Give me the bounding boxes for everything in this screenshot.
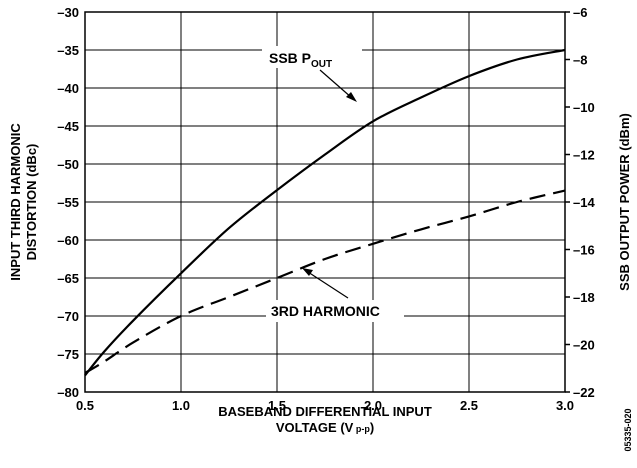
x-axis-label-line2: VOLTAGE (V p-p) bbox=[276, 420, 374, 435]
right-tick-label: –8 bbox=[573, 53, 587, 68]
left-tick-label: –40 bbox=[57, 81, 79, 96]
x-tick-label: 0.5 bbox=[76, 398, 94, 413]
x-tick-label: 1.0 bbox=[172, 398, 190, 413]
figure-id: 05335-020 bbox=[623, 408, 633, 451]
right-tick-label: –14 bbox=[573, 195, 595, 210]
harmonic-leader bbox=[307, 271, 349, 299]
harmonic-label: 3RD HARMONIC bbox=[271, 303, 380, 319]
axis-ticks bbox=[565, 11, 570, 393]
ssb-label-background bbox=[262, 46, 362, 68]
x-tick-label: 2.5 bbox=[460, 398, 478, 413]
plot-frame bbox=[84, 11, 566, 393]
ssb-pout-leader bbox=[319, 69, 353, 99]
x-tick-label: 2.0 bbox=[364, 398, 382, 413]
ssb-pout-label: SSB POUT bbox=[269, 50, 332, 70]
left-axis-label-line1: INPUT THIRD HARMONIC bbox=[8, 123, 23, 281]
x-axis-label-subscript: p-p bbox=[353, 424, 370, 434]
harmonic-label-background bbox=[266, 300, 404, 322]
series-lines bbox=[84, 48, 566, 377]
left-tick-label: –60 bbox=[57, 233, 79, 248]
third-harmonic-line bbox=[84, 189, 566, 374]
left-axis-label-line2: DISTORTION (dBc) bbox=[24, 144, 39, 261]
left-tick-label: –55 bbox=[57, 195, 79, 210]
right-tick-label: –16 bbox=[573, 243, 595, 258]
x-axis-label-main: VOLTAGE (V bbox=[276, 420, 354, 435]
x-axis-label-line1: BASEBAND DIFFERENTIAL INPUT bbox=[218, 404, 432, 419]
right-tick-label: –18 bbox=[573, 290, 595, 305]
left-tick-label: –70 bbox=[57, 309, 79, 324]
left-tick-label: –65 bbox=[57, 271, 79, 286]
left-tick-label: –35 bbox=[57, 43, 79, 58]
x-axis-label-end: ) bbox=[370, 420, 374, 435]
tick-labels: 0.5 1.0 1.5 2.0 2.5 3.0 –30 –35 –40 –45 –50 –55 –60 –… bbox=[57, 5, 595, 413]
left-tick-label: –45 bbox=[57, 119, 79, 134]
x-tick-label: 1.5 bbox=[268, 398, 286, 413]
right-axis-label: SSB OUTPUT POWER (dBm) bbox=[617, 113, 632, 291]
ssb-pout-arrowhead bbox=[346, 92, 357, 102]
right-tick-label: –6 bbox=[573, 5, 587, 20]
ssb-pout-line bbox=[84, 48, 566, 377]
harmonic-arrowhead bbox=[302, 268, 313, 276]
x-tick-label: 3.0 bbox=[556, 398, 574, 413]
left-tick-label: –30 bbox=[57, 5, 79, 20]
left-tick-label: –75 bbox=[57, 347, 79, 362]
ssb-pout-label-subscript: OUT bbox=[311, 59, 332, 70]
right-tick-label: –22 bbox=[573, 385, 595, 400]
ssb-pout-label-main: SSB P bbox=[269, 50, 311, 66]
right-tick-label: –10 bbox=[573, 100, 595, 115]
left-tick-label: –50 bbox=[57, 157, 79, 172]
right-tick-label: –20 bbox=[573, 338, 595, 353]
right-tick-label: –12 bbox=[573, 148, 595, 163]
left-tick-label: –80 bbox=[57, 385, 79, 400]
